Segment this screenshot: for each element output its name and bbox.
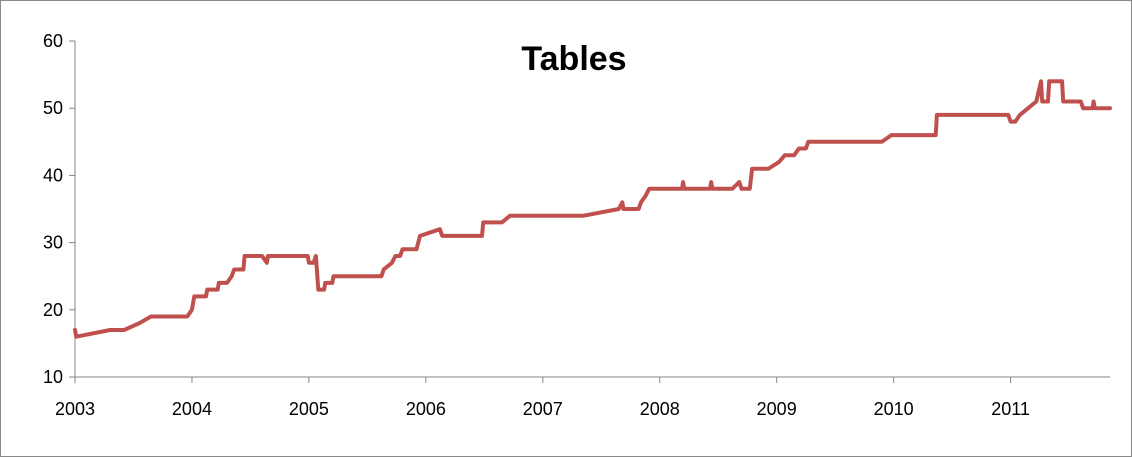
y-tick-label: 50 <box>43 98 63 118</box>
y-tick-label: 60 <box>43 31 63 51</box>
chart-title: Tables <box>521 40 626 78</box>
x-tick-label: 2011 <box>991 399 1030 419</box>
x-tick-label: 2010 <box>874 399 914 419</box>
x-tick-label: 2007 <box>523 399 563 419</box>
y-tick-label: 10 <box>43 367 63 387</box>
x-tick-label: 2009 <box>757 399 797 419</box>
series-line <box>73 79 1112 339</box>
x-tick-label: 2008 <box>640 399 680 419</box>
y-tick-label: 20 <box>43 300 63 320</box>
x-tick-label: 2003 <box>55 399 95 419</box>
x-tick-label: 2006 <box>406 399 446 419</box>
y-tick-label: 30 <box>43 233 63 253</box>
x-tick-label: 2004 <box>172 399 212 419</box>
y-tick-label: 40 <box>43 165 63 185</box>
axes: 10 20 30 40 50 60 2003 2004 2005 2006 2007 2008 2009… <box>43 31 1110 419</box>
x-tick-label: 2005 <box>289 399 329 419</box>
plot-area <box>73 79 1112 339</box>
